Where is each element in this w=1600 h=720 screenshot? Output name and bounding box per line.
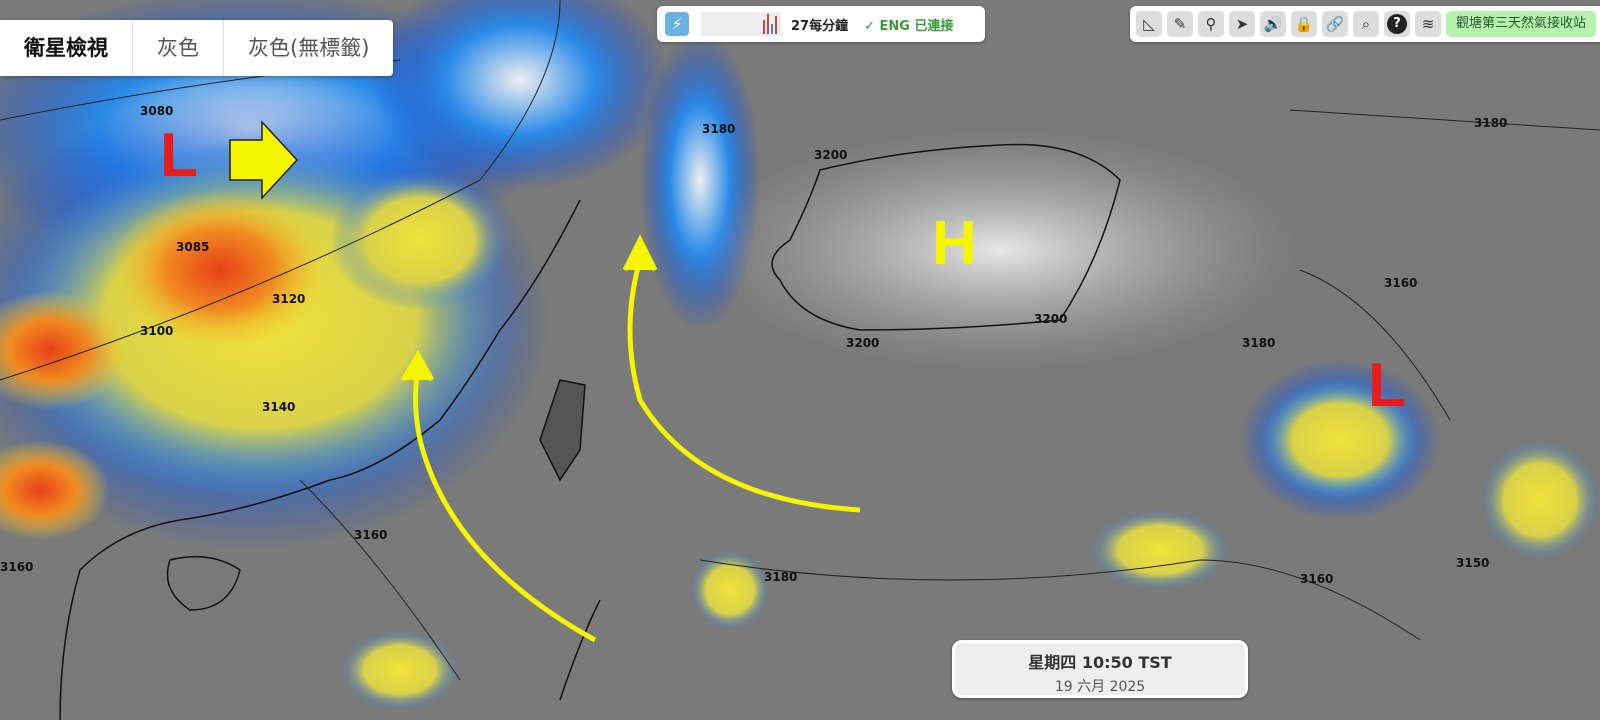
contour-label: 3100 [140, 324, 174, 338]
low-pressure-label-east: L [1368, 351, 1406, 420]
navigation-arrow-icon[interactable]: ➤ [1229, 11, 1255, 37]
search-icon[interactable]: ⌕ [1353, 11, 1379, 37]
layer-tabs: 衛星檢視 灰色 灰色(無標籤) [0, 20, 394, 76]
contour-label: 3180 [1474, 116, 1508, 130]
tab-gray-no-labels[interactable]: 灰色(無標籤) [248, 36, 370, 60]
contour-label: 3160 [1384, 276, 1418, 290]
contour-label: 3120 [272, 292, 306, 306]
track-arrows [400, 234, 861, 643]
connection-text: ENG 已連接 [879, 18, 954, 34]
map-pin-icon[interactable]: ⚲ [1198, 11, 1224, 37]
high-pressure-label: H [932, 209, 977, 278]
contour-lines [0, 0, 1600, 681]
contour-label: 3085 [176, 240, 210, 254]
contour-label: 3080 [140, 104, 174, 118]
ruler-icon[interactable]: ◺ [1136, 11, 1162, 37]
tab-gray[interactable]: 灰色 [133, 20, 224, 76]
tab-satellite-view[interactable]: 衛星檢視 [0, 20, 133, 76]
contour-label: 3180 [702, 122, 736, 136]
contour-label: 3200 [814, 148, 848, 162]
low-pressure-label-west: L [160, 121, 198, 190]
station-button[interactable]: 觀塘第三天然氣接收站 [1446, 11, 1597, 37]
contour-label: 3200 [1034, 312, 1068, 326]
link-icon[interactable]: 🔗 [1322, 11, 1348, 37]
contour-label: 3160 [354, 528, 388, 542]
contour-label: 3160 [0, 560, 34, 574]
lightning-rate-sparkline [701, 12, 781, 36]
contour-label: 3180 [764, 570, 798, 584]
contour-label: 3160 [1300, 572, 1334, 586]
timestamp-box: 星期四 10:50 TST 19 六月 2025 [952, 640, 1248, 698]
lightning-rate: 27每分鐘 [791, 18, 849, 34]
connection-status: ✓ ENG 已連接 [864, 15, 953, 34]
check-circle-icon: ✓ [864, 18, 880, 34]
contour-label: 3140 [262, 400, 296, 414]
speaker-icon[interactable]: 🔊 [1260, 11, 1286, 37]
layers-icon[interactable]: ≋ [1415, 11, 1441, 37]
contour-label: 3180 [1242, 336, 1276, 350]
map-toolbar: ◺ ✎ ⚲ ➤ 🔊 🔒 🔗 ⌕ ? ≋ 觀塘第三天然氣接收站 [1130, 6, 1600, 42]
date-label: 19 六月 2025 [1054, 679, 1146, 695]
help-icon[interactable]: ? [1384, 11, 1410, 37]
contour-label: 3200 [846, 336, 880, 350]
lightning-icon[interactable]: ⚡ [665, 12, 689, 36]
direction-arrow-icon [229, 120, 299, 200]
lock-icon[interactable]: 🔒 [1291, 11, 1317, 37]
time-label: 星期四 10:50 TST [1028, 653, 1172, 672]
contour-label: 3150 [1456, 556, 1490, 570]
coastlines [59, 143, 1121, 720]
pencil-icon[interactable]: ✎ [1167, 11, 1193, 37]
lightning-status-bar: ⚡ 27每分鐘 ✓ ENG 已連接 [657, 6, 985, 42]
